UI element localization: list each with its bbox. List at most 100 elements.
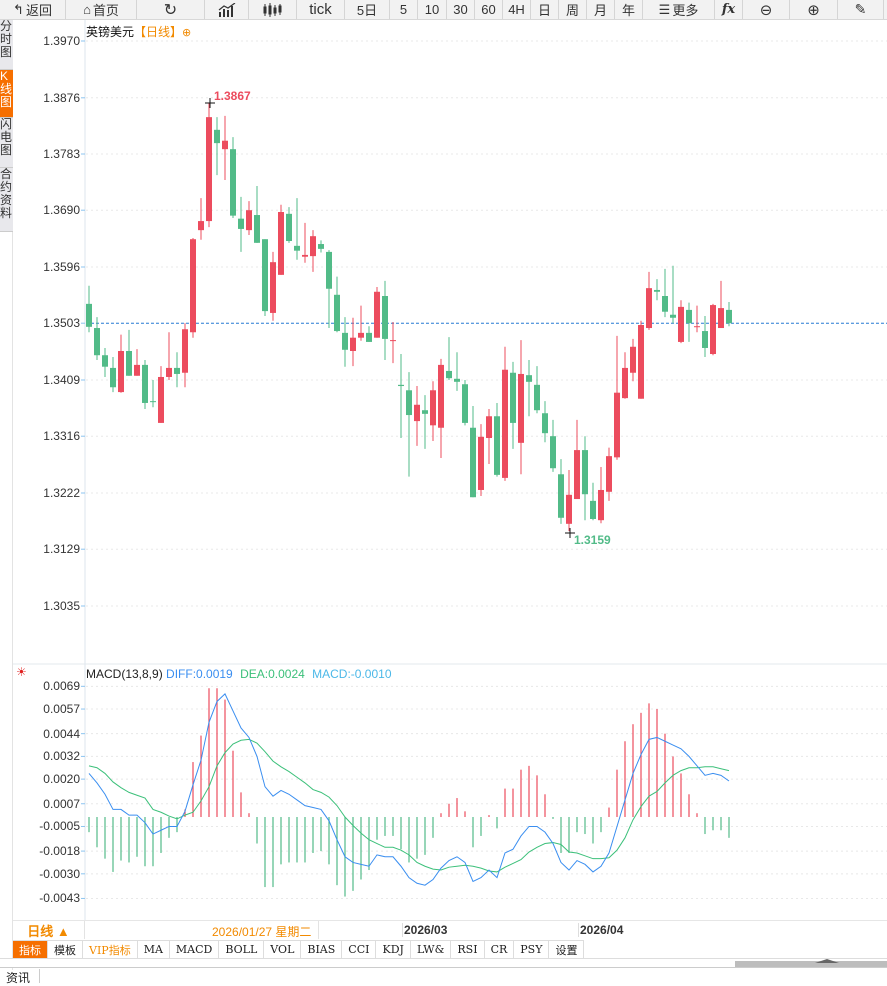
tab-bias[interactable]: BIAS [301, 941, 343, 958]
indicator-settings-icon[interactable]: ☀ [16, 665, 27, 679]
tab-news[interactable]: 资讯 [0, 969, 40, 985]
period-5-button[interactable]: 5 [390, 0, 418, 19]
more-button[interactable]: ☰ 更多 [643, 0, 715, 19]
period-4h-button[interactable]: 4H [503, 0, 531, 19]
tab-flash-chart[interactable]: 闪电图 [0, 118, 13, 168]
tab-vol[interactable]: VOL [264, 941, 302, 958]
tab-time-chart[interactable]: 分时图 [0, 20, 13, 70]
period-60-button[interactable]: 60 [475, 0, 503, 19]
candle-body [238, 218, 244, 229]
five-day-button[interactable]: 5日 [345, 0, 390, 19]
candle-body [134, 364, 140, 376]
horizontal-scrollbar[interactable] [0, 958, 887, 967]
candle-body [230, 149, 236, 216]
candle-body [142, 364, 148, 403]
high-marker-icon [205, 98, 215, 108]
period-month-button[interactable]: 月 [587, 0, 615, 19]
period-label: 年 [621, 3, 635, 18]
period-label: 5 [399, 2, 408, 17]
tab-kline-chart[interactable]: K线图 [0, 70, 13, 118]
tick-button[interactable]: tick [297, 0, 345, 19]
refresh-button[interactable]: ↻ [137, 0, 205, 19]
candle-body [494, 416, 500, 475]
price-tick-label: 1.3876 [43, 90, 80, 105]
candle-body [110, 367, 116, 388]
candle-body [350, 337, 356, 351]
crosshair-toggle-icon[interactable]: ⊕ [182, 27, 192, 39]
toolbar: ↰ 返回 ⌂ 首页 ↻ tick 5日 5 10 30 60 4H 日 周 月 年 … [0, 0, 887, 20]
candle-body [542, 413, 548, 434]
period-week-button[interactable]: 周 [559, 0, 587, 19]
tab-contract-info[interactable]: 合约资料 [0, 168, 13, 232]
tab-lwr[interactable]: LW& [410, 941, 452, 958]
candle-body [302, 254, 308, 257]
candle-body [326, 251, 332, 289]
scroll-up-arrow-icon[interactable] [815, 959, 839, 963]
candle-body [558, 474, 564, 518]
candle-body [526, 375, 532, 382]
candle-body [454, 378, 460, 382]
macd-title: MACD(13,8,9) [86, 667, 163, 681]
tab-boll[interactable]: BOLL [219, 941, 265, 958]
candle-body [310, 236, 316, 257]
candle-body [174, 367, 180, 374]
candle-body [390, 340, 396, 342]
period-10-button[interactable]: 10 [418, 0, 447, 19]
period-day-button[interactable]: 日 [531, 0, 559, 19]
candle-body [630, 346, 636, 373]
news-bar: 资讯 [0, 967, 887, 985]
candle-body [406, 390, 412, 416]
draw-tool-button[interactable]: ✎ [838, 0, 884, 19]
macd-tick-label: -0.0030 [39, 866, 80, 881]
candle-body [102, 355, 108, 367]
back-button[interactable]: ↰ 返回 [0, 0, 66, 19]
tab-vip-indicators[interactable]: VIP指标 [83, 941, 138, 958]
tab-psy[interactable]: PSY [514, 941, 550, 958]
tick-label: tick [309, 1, 332, 18]
zoom-in-button[interactable]: ⊕ [790, 0, 838, 19]
tab-ma[interactable]: MA [137, 941, 170, 958]
period-30-button[interactable]: 30 [447, 0, 475, 19]
pen-icon: ✎ [854, 1, 867, 17]
period-selector-button[interactable]: 日线 ▲ [13, 921, 85, 939]
candle-body [182, 329, 188, 373]
tab-settings[interactable]: 设置 [549, 941, 585, 958]
period-year-button[interactable]: 年 [615, 0, 643, 19]
formula-button[interactable]: fx [715, 0, 743, 19]
menu-icon: ☰ [658, 1, 671, 17]
tab-templates[interactable]: 模板 [48, 941, 83, 958]
candle-body [486, 416, 492, 439]
candlestick-button[interactable] [249, 0, 297, 19]
scrollbar-thumb[interactable] [735, 961, 887, 967]
diff-value: DIFF:0.0019 [166, 667, 233, 681]
candle-body [118, 350, 124, 393]
candle-body [422, 410, 428, 414]
tab-cr[interactable]: CR [484, 941, 515, 958]
candle-body [190, 239, 196, 333]
candle-body [598, 489, 604, 521]
macd-tick-label: -0.0005 [39, 819, 80, 834]
macd-tick-label: 0.0069 [43, 679, 80, 694]
price-tick-label: 1.3503 [43, 316, 80, 331]
tab-macd[interactable]: MACD [169, 941, 220, 958]
candle-body [438, 364, 444, 428]
price-tick-label: 1.3035 [43, 599, 80, 613]
line-chart-button[interactable] [205, 0, 249, 19]
price-tick-label: 1.3690 [43, 203, 80, 218]
macd-tick-label: -0.0043 [39, 891, 80, 906]
tab-rsi[interactable]: RSI [451, 941, 485, 958]
candle-body [654, 289, 660, 292]
candle-body [286, 213, 292, 242]
tab-kdj[interactable]: KDJ [376, 941, 411, 958]
tab-indicators[interactable]: 指标 [13, 941, 48, 958]
price-tick-label: 1.3222 [43, 486, 80, 500]
high-price-label: 1.3867 [214, 89, 251, 103]
candle-body [470, 427, 476, 498]
candle-body [510, 372, 516, 423]
zoom-out-button[interactable]: ⊖ [743, 0, 790, 19]
period-label: 30 [453, 2, 468, 17]
macd-tick-label: -0.0018 [39, 844, 80, 859]
tab-cci[interactable]: CCI [342, 941, 377, 958]
home-button[interactable]: ⌂ 首页 [66, 0, 137, 19]
